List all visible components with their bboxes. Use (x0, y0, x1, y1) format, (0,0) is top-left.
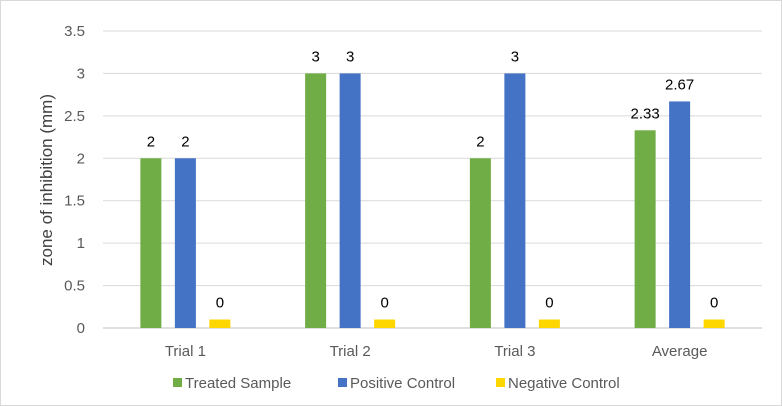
y-tick-label: 2.5 (64, 108, 85, 125)
x-category-labels: Trial 1 Trial 2 Trial 3 Average (165, 343, 708, 360)
data-label: 3 (311, 48, 319, 65)
bar (470, 158, 491, 328)
legend-label: Negative Control (508, 375, 620, 392)
data-label: 2.33 (631, 105, 660, 122)
data-label: 2 (476, 133, 484, 150)
data-label: 2.67 (665, 76, 694, 93)
data-label: 3 (511, 48, 519, 65)
legend-swatch (338, 378, 347, 387)
x-category-label: Average (652, 343, 708, 360)
y-tick-label: 1 (77, 235, 85, 252)
legend: Treated Sample Positive Control Negative C… (173, 375, 620, 392)
y-tick-label: 0 (77, 320, 85, 337)
data-label: 2 (147, 133, 155, 150)
bar (539, 320, 560, 328)
legend-label: Positive Control (350, 375, 455, 392)
data-label: 2 (181, 133, 189, 150)
bar (504, 73, 525, 328)
x-category-label: Trial 1 (165, 343, 206, 360)
bar (140, 158, 161, 328)
y-axis-label: zone of inhibition (mm) (37, 94, 56, 266)
bar (704, 320, 725, 328)
data-label: 0 (216, 295, 224, 312)
gridlines (103, 31, 762, 328)
bar (669, 101, 690, 328)
legend-swatch (173, 378, 182, 387)
bar (305, 73, 326, 328)
bar (374, 320, 395, 328)
data-labels: 2 2 0 3 3 0 2 3 0 2.33 2.67 0 (147, 48, 719, 311)
x-category-label: Trial 3 (494, 343, 535, 360)
bar (209, 320, 230, 328)
data-label: 0 (545, 295, 553, 312)
legend-swatch (496, 378, 505, 387)
y-tick-label: 0.5 (64, 278, 85, 295)
bar (635, 130, 656, 328)
y-tick-label: 2 (77, 150, 85, 167)
y-tick-labels: 0 0.5 1 1.5 2 2.5 3 3.5 (64, 23, 85, 337)
x-category-label: Trial 2 (330, 343, 371, 360)
data-label: 0 (380, 295, 388, 312)
data-label: 0 (710, 295, 718, 312)
y-tick-label: 3.5 (64, 23, 85, 40)
bar (175, 158, 196, 328)
y-tick-label: 3 (77, 65, 85, 82)
y-tick-label: 1.5 (64, 193, 85, 210)
legend-label: Treated Sample (185, 375, 291, 392)
data-label: 3 (346, 48, 354, 65)
bar (340, 73, 361, 328)
